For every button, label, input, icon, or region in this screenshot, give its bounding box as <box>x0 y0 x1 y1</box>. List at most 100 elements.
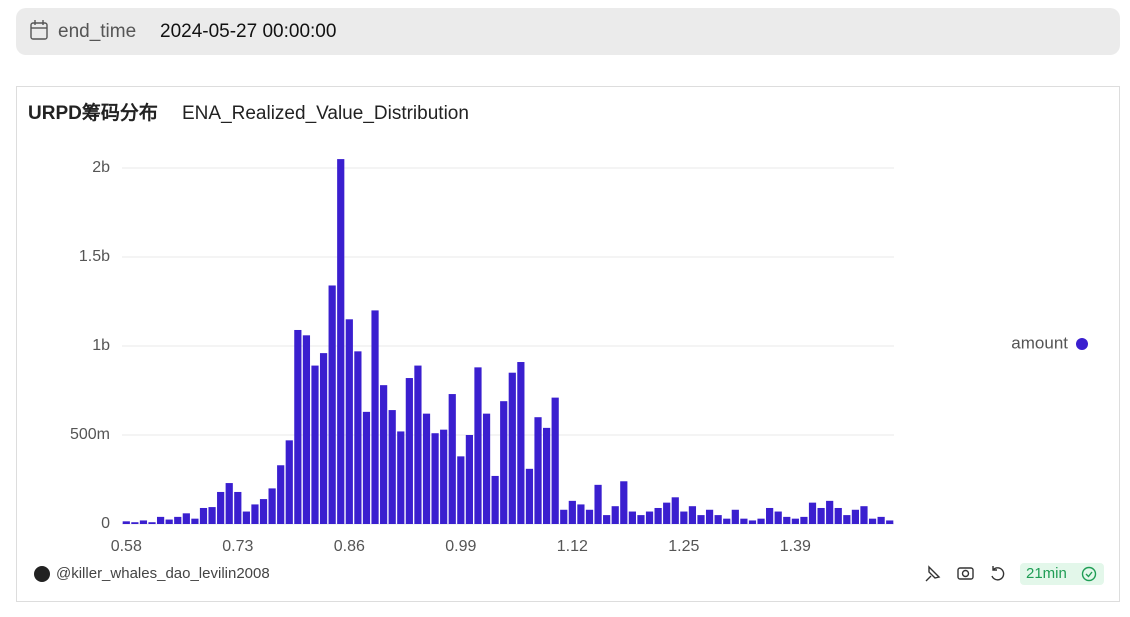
bar <box>277 465 285 524</box>
bar <box>405 378 413 524</box>
bar <box>671 497 679 524</box>
bar <box>397 431 405 524</box>
x-tick-label: 0.86 <box>334 538 365 555</box>
pin-icon[interactable] <box>925 565 941 582</box>
bar <box>302 335 311 524</box>
x-tick-label: 0.73 <box>222 538 253 555</box>
bar <box>577 504 585 524</box>
avatar[interactable] <box>34 566 50 582</box>
y-tick-label: 500m <box>70 426 110 443</box>
bar <box>860 506 868 524</box>
bar <box>877 516 885 524</box>
chart-title: URPD筹码分布 <box>28 101 158 124</box>
bar <box>148 522 156 524</box>
bar <box>826 500 834 524</box>
bar <box>414 365 422 524</box>
bar <box>139 520 148 524</box>
bar <box>259 499 268 524</box>
bar <box>491 475 499 524</box>
bar <box>156 516 165 524</box>
bar <box>174 516 182 524</box>
bar <box>731 509 739 524</box>
bar <box>431 433 439 524</box>
filter-value[interactable]: 2024-05-27 00:00:00 <box>160 21 336 42</box>
bar <box>165 519 173 524</box>
bar <box>294 329 302 524</box>
bar <box>851 509 860 524</box>
bar <box>225 483 233 524</box>
bar <box>122 521 130 524</box>
check-icon <box>1081 566 1097 582</box>
bar <box>645 511 654 524</box>
bar <box>663 502 671 524</box>
bar <box>808 502 817 524</box>
bar <box>131 522 139 524</box>
calendar-icon <box>30 20 48 40</box>
age-badge <box>1020 563 1104 585</box>
y-tick-label: 2b <box>92 159 110 176</box>
refresh-icon[interactable] <box>991 566 1005 581</box>
legend-label: amount <box>1011 333 1068 352</box>
bar <box>319 353 328 524</box>
bar <box>714 515 722 524</box>
bar <box>697 515 705 524</box>
bar <box>465 435 474 524</box>
bar <box>345 319 353 524</box>
filter-bar[interactable] <box>16 8 1120 55</box>
bar <box>217 491 225 524</box>
chart-subtitle: ENA_Realized_Value_Distribution <box>182 103 469 124</box>
y-tick-label: 0 <box>101 515 110 532</box>
bar <box>354 351 362 524</box>
bar <box>500 401 508 524</box>
bar <box>234 491 242 524</box>
bar <box>748 520 757 524</box>
bar <box>525 468 534 524</box>
bar <box>517 362 525 524</box>
bar <box>482 413 491 524</box>
bar <box>182 513 190 524</box>
legend-swatch <box>1076 338 1088 350</box>
bar <box>688 506 697 524</box>
plot: 0 500m 1b 1.5b 2b 0.58 0.73 0.86 0.99 1.12 1.25 1.3… <box>70 159 1088 555</box>
age: 21min <box>1026 565 1067 582</box>
bar <box>371 310 379 524</box>
y-tick-label: 1.5b <box>79 248 110 265</box>
bar <box>628 511 636 524</box>
bar <box>362 411 371 524</box>
bar <box>800 516 808 524</box>
bar <box>199 507 208 524</box>
x-tick-label: 1.39 <box>780 538 811 555</box>
bar <box>380 385 388 524</box>
check-mark <box>1085 571 1093 578</box>
footer-icons <box>925 565 1005 582</box>
bar <box>791 518 799 524</box>
bar <box>208 507 216 524</box>
bar <box>817 507 825 524</box>
bar <box>191 518 199 524</box>
camera-icon[interactable] <box>957 567 974 580</box>
bar <box>422 413 431 524</box>
bar <box>448 394 456 524</box>
bar <box>268 488 276 524</box>
bar <box>585 509 594 524</box>
bar <box>783 516 791 524</box>
bar <box>868 518 877 524</box>
bar <box>251 504 259 524</box>
y-tick-label: 1b <box>92 337 110 354</box>
bar <box>594 484 602 524</box>
bar <box>440 429 448 524</box>
bar <box>457 456 465 524</box>
x-tick-label: 1.12 <box>557 538 588 555</box>
x-tick-label: 0.58 <box>111 538 142 555</box>
bar <box>637 515 645 524</box>
user[interactable]: @killer_whales_dao_levilin2008 <box>56 565 270 582</box>
bar <box>560 509 568 524</box>
bar <box>568 500 576 524</box>
bar <box>886 520 894 524</box>
x-tick-label: 1.25 <box>668 538 699 555</box>
bar <box>242 511 250 524</box>
bar <box>551 397 559 524</box>
bar <box>620 481 628 524</box>
